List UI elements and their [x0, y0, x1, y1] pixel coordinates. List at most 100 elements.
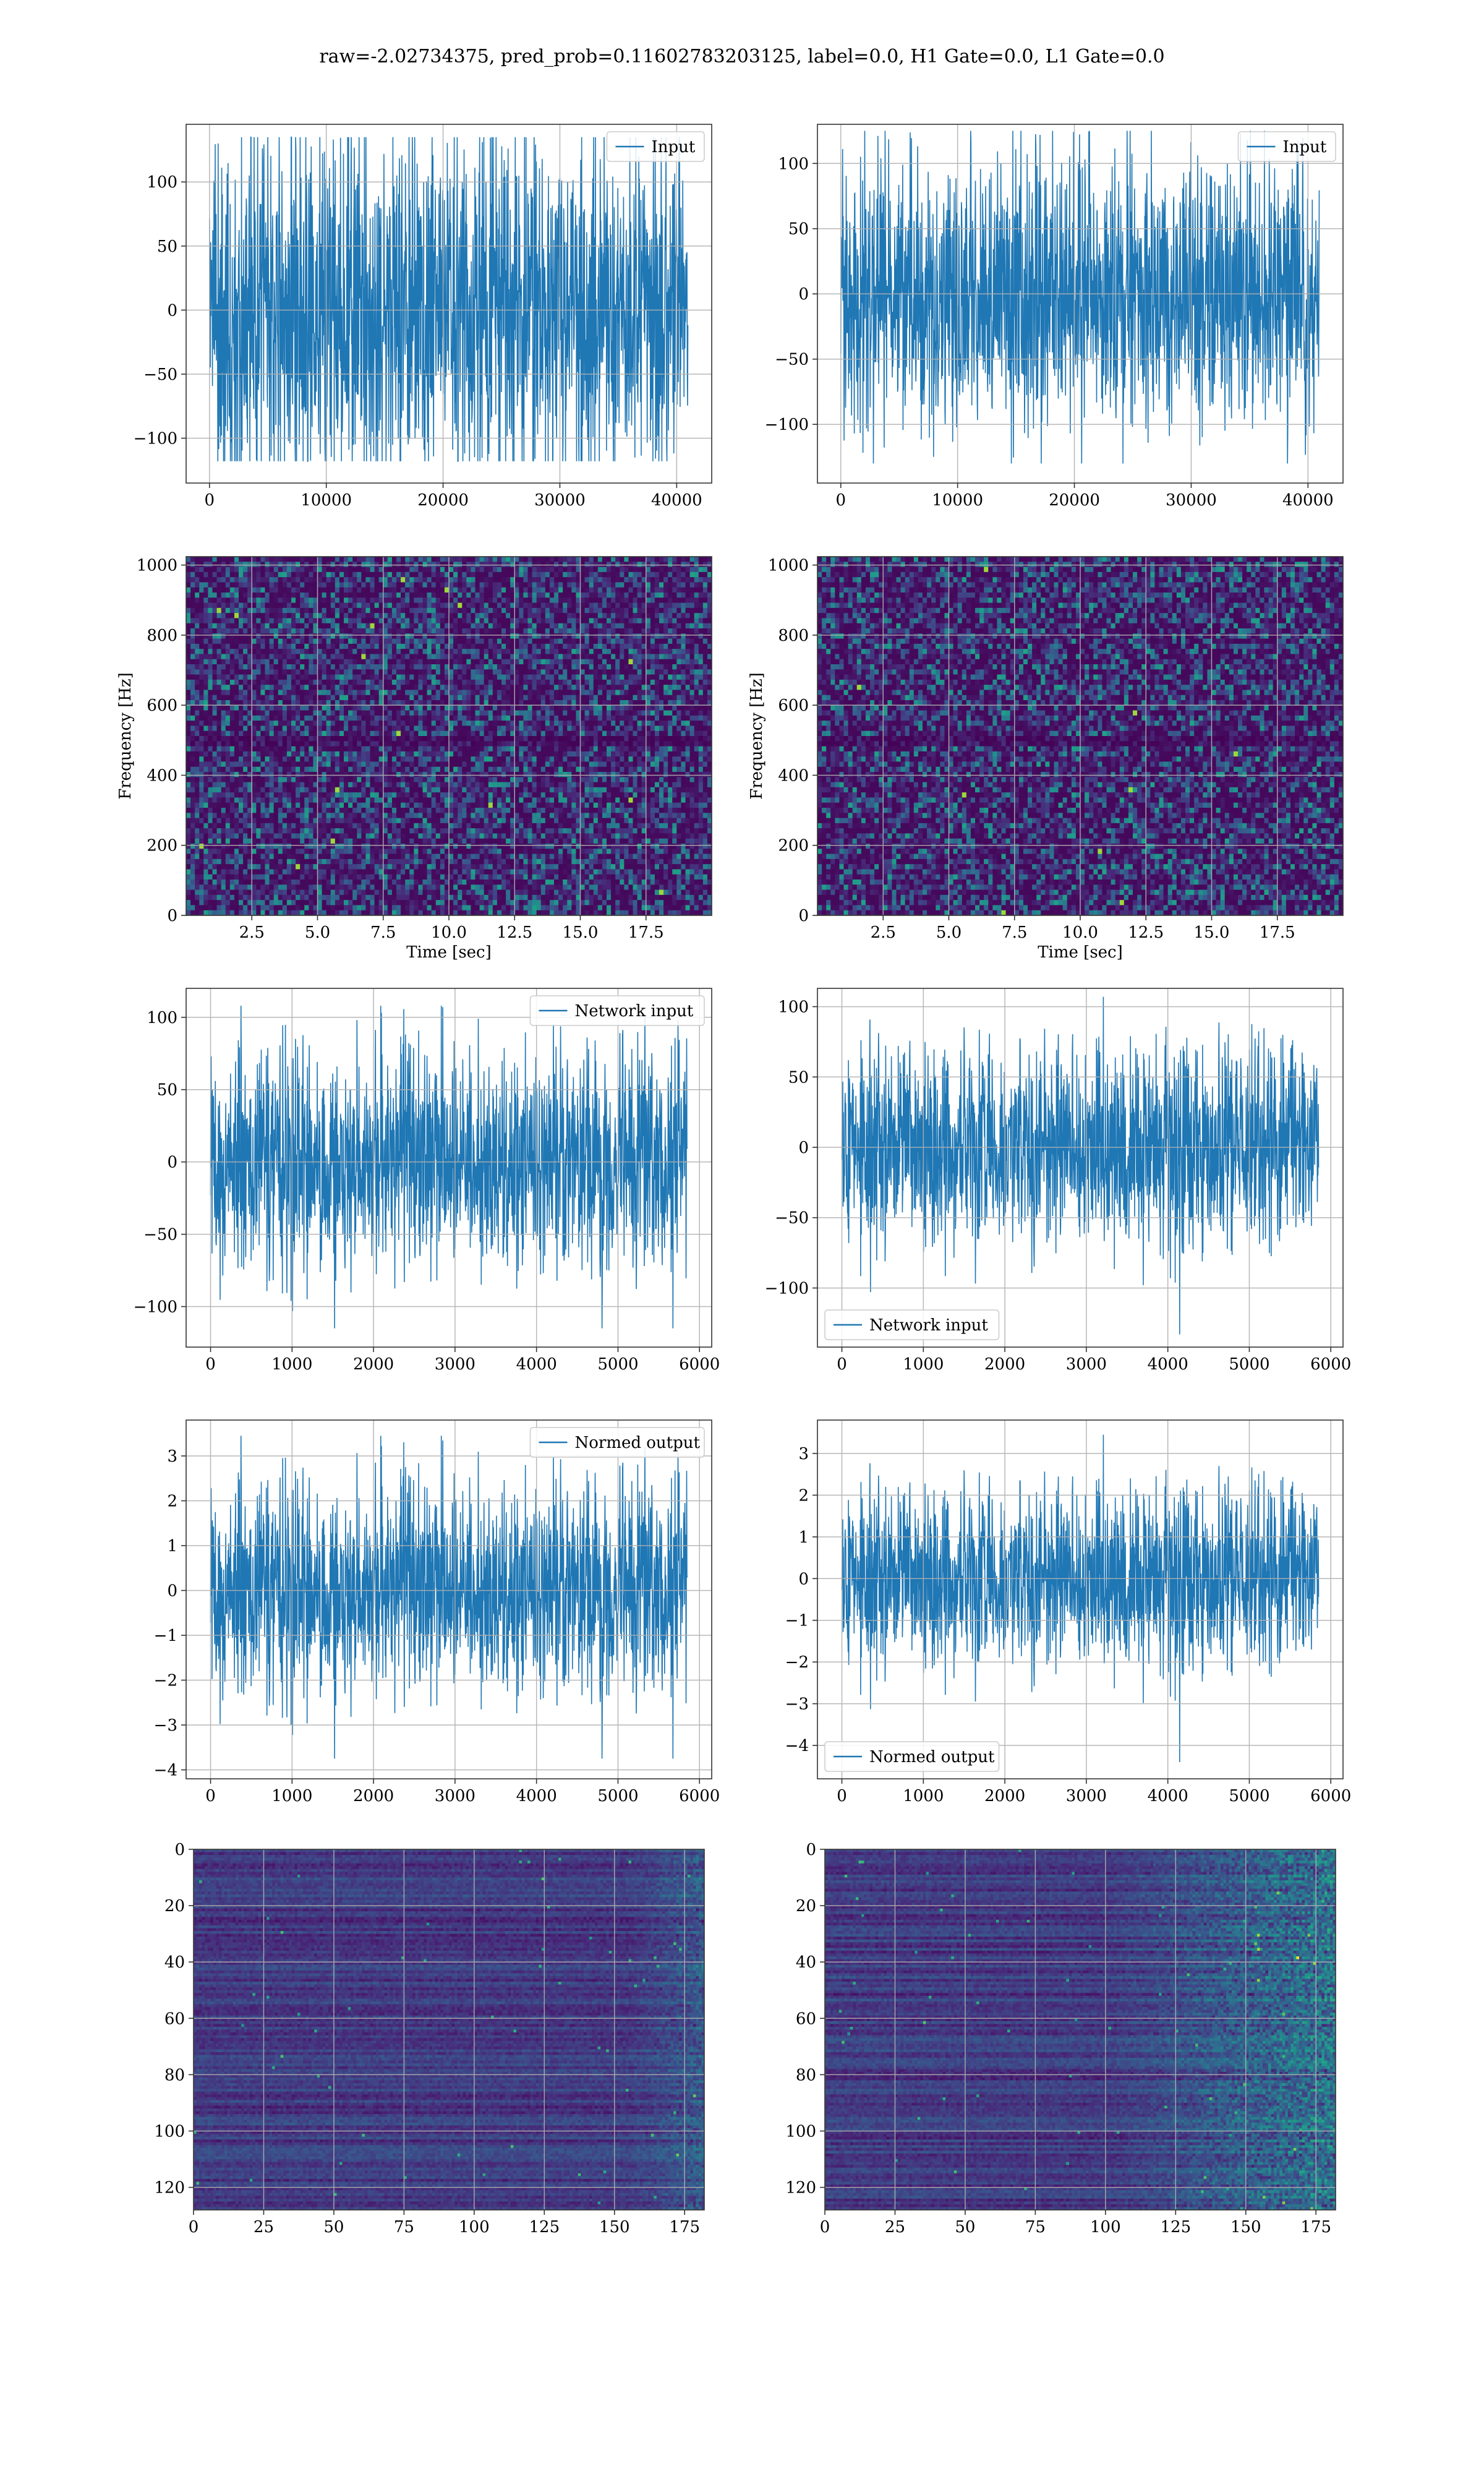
h1-input-legend-label: Input — [652, 138, 696, 156]
h1-spectrogram-ytick-label: 600 — [147, 696, 177, 715]
l1-spectrogram-xtick-label: 5.0 — [936, 923, 962, 942]
h1-normed-output-ytick-label: −2 — [154, 1672, 177, 1690]
h1-feature-map-xtick-label: 150 — [599, 2218, 630, 2236]
h1-feature-map-image — [194, 1849, 705, 2211]
h1-input-xtick-label: 30000 — [534, 491, 586, 510]
h1-normed-output-xtick-label: 1000 — [271, 1787, 312, 1805]
l1-normed-output-xtick-label: 0 — [837, 1787, 847, 1805]
h1-normed-output-legend: Normed output — [531, 1427, 705, 1457]
l1-network-input-legend: Network input — [825, 1310, 999, 1340]
h1-network-input-ytick-label: 0 — [167, 1154, 177, 1172]
l1-normed-output-xtick-label: 5000 — [1229, 1787, 1269, 1805]
l1-normed-output-ytick-label: 2 — [798, 1486, 809, 1505]
l1-network-input-legend-label: Network input — [869, 1316, 988, 1335]
h1-spectrogram-ytick-label: 200 — [147, 837, 177, 855]
l1-normed-output-legend: Normed output — [825, 1742, 999, 1771]
h1-feature-map-xtick-label: 175 — [669, 2218, 700, 2236]
h1-feature-map-xtick-label: 50 — [323, 2218, 344, 2236]
h1-network-input-xtick-label: 6000 — [679, 1355, 720, 1374]
h1-normed-output-xtick-label: 4000 — [516, 1787, 557, 1805]
h1-feature-map-ytick-label: 100 — [154, 2122, 185, 2141]
h1-network-input-xtick-label: 5000 — [597, 1355, 638, 1374]
h1-network-input-ytick-label: −50 — [143, 1226, 177, 1244]
h1-input-xtick-label: 0 — [205, 491, 215, 510]
h1-feature-map-xtick-label: 0 — [189, 2218, 199, 2236]
l1-network-input-xtick-label: 4000 — [1148, 1355, 1188, 1374]
h1-spectrogram-xtick-label: 2.5 — [239, 923, 265, 942]
h1-network-input-ytick-label: −100 — [134, 1298, 177, 1317]
h1-spectrogram-xtick-label: 5.0 — [305, 923, 330, 942]
h1-network-input-xtick-label: 1000 — [271, 1355, 312, 1374]
h1-network-input-xtick-label: 0 — [205, 1355, 216, 1374]
h1-feature-map-xtick-label: 75 — [394, 2218, 414, 2236]
h1-input-ytick-label: 0 — [167, 301, 177, 320]
l1-normed-output-panel: 0 1000 2000 3000 4000 5000 6000−4−3−2−10123Nor… — [785, 1420, 1352, 1805]
l1-input-ytick-label: 100 — [778, 155, 809, 173]
h1-normed-output-ytick-label: −3 — [154, 1716, 177, 1735]
h1-normed-output-ytick-label: −4 — [154, 1761, 177, 1780]
l1-spectrogram-xtick-label: 7.5 — [1002, 923, 1027, 942]
l1-feature-map-ytick-label: 40 — [796, 1953, 816, 1972]
l1-normed-output-ytick-label: 0 — [798, 1570, 809, 1588]
l1-feature-map-xtick-label: 75 — [1025, 2218, 1046, 2236]
l1-spectrogram-ytick-label: 400 — [778, 766, 809, 785]
h1-normed-output-ytick-label: 3 — [167, 1447, 177, 1466]
h1-input-xtick-label: 40000 — [651, 491, 702, 510]
h1-input-xtick-label: 10000 — [301, 491, 352, 510]
l1-feature-map-ytick-label: 60 — [796, 2010, 816, 2028]
h1-spectrogram-ytick-label: 0 — [167, 907, 177, 925]
h1-normed-output-xtick-label: 3000 — [435, 1787, 475, 1805]
l1-spectrogram-panel: 2.5 5.0 7.5 10.0 12.5 15.0 17.5020040060080010… — [748, 557, 1344, 962]
figure-title: raw=-2.02734375, pred_prob=0.11602783203… — [319, 46, 1164, 67]
l1-network-input-ytick-label: −50 — [775, 1209, 809, 1228]
l1-feature-map-ytick-label: 20 — [796, 1897, 816, 1915]
h1-network-input-ytick-label: 50 — [157, 1081, 177, 1100]
h1-network-input-xtick-label: 3000 — [435, 1355, 475, 1374]
h1-spectrogram-xlabel: Time [sec] — [406, 943, 492, 962]
l1-spectrogram-ytick-label: 1000 — [768, 557, 809, 575]
l1-spectrogram-ytick-label: 800 — [778, 627, 809, 645]
l1-input-xtick-label: 20000 — [1049, 491, 1100, 510]
h1-feature-map-xtick-label: 100 — [459, 2218, 490, 2236]
l1-feature-map-xtick-label: 0 — [820, 2218, 830, 2236]
h1-spectrogram-xtick-label: 10.0 — [431, 923, 467, 942]
l1-normed-output-legend-label: Normed output — [869, 1748, 995, 1766]
h1-normed-output-xtick-label: 5000 — [597, 1787, 638, 1805]
h1-input-ytick-label: −50 — [143, 366, 177, 384]
h1-feature-map-ytick-label: 40 — [164, 1953, 185, 1972]
l1-feature-map-plot-area — [825, 1849, 1336, 2211]
h1-input-ytick-label: 100 — [147, 173, 177, 192]
l1-normed-output-xtick-label: 3000 — [1066, 1787, 1107, 1805]
h1-input-ytick-label: 50 — [157, 238, 177, 256]
h1-normed-output-xtick-label: 2000 — [353, 1787, 394, 1805]
l1-spectrogram-xtick-label: 2.5 — [871, 923, 896, 942]
l1-feature-map-xtick-label: 125 — [1160, 2218, 1191, 2236]
l1-spectrogram-ytick-label: 600 — [778, 696, 809, 715]
l1-feature-map-ytick-label: 80 — [796, 2066, 816, 2084]
h1-input-legend: Input — [607, 132, 705, 161]
l1-input-ytick-label: 50 — [788, 220, 809, 239]
h1-spectrogram-ytick-label: 400 — [147, 766, 177, 785]
l1-network-input-xtick-label: 5000 — [1229, 1355, 1269, 1374]
l1-network-input-xtick-label: 0 — [837, 1355, 847, 1374]
l1-feature-map-xtick-label: 100 — [1090, 2218, 1121, 2236]
l1-spectrogram-xlabel: Time [sec] — [1038, 943, 1123, 962]
h1-normed-output-ytick-label: 2 — [167, 1492, 177, 1511]
l1-input-plot-area — [817, 124, 1343, 483]
l1-network-input-plot-area — [817, 988, 1343, 1347]
h1-spectrogram-xtick-label: 7.5 — [370, 923, 396, 942]
h1-input-xtick-label: 20000 — [417, 491, 469, 510]
l1-spectrogram-xtick-label: 10.0 — [1062, 923, 1098, 942]
l1-input-legend: Input — [1239, 132, 1336, 161]
l1-feature-map-xtick-label: 25 — [885, 2218, 905, 2236]
l1-network-input-ytick-label: 0 — [798, 1139, 809, 1157]
l1-normed-output-xtick-label: 1000 — [903, 1787, 944, 1805]
l1-spectrogram-ytick-label: 0 — [798, 907, 809, 925]
l1-normed-output-xtick-label: 4000 — [1148, 1787, 1188, 1805]
h1-spectrogram-ylabel: Frequency [Hz] — [116, 672, 135, 800]
